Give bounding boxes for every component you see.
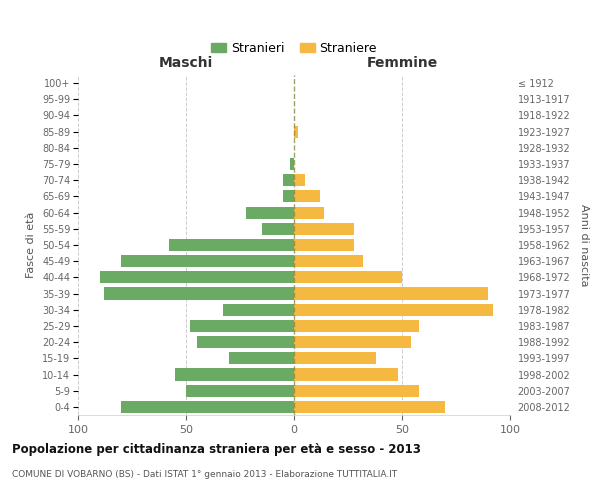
- Y-axis label: Fasce di età: Fasce di età: [26, 212, 37, 278]
- Bar: [100, 272, 294, 283]
- Bar: [283, 190, 294, 202]
- Bar: [294, 288, 488, 300]
- Bar: [229, 352, 294, 364]
- Bar: [283, 174, 294, 186]
- Bar: [169, 239, 294, 251]
- Bar: [175, 368, 294, 380]
- Bar: [294, 320, 419, 332]
- Bar: [294, 384, 419, 397]
- Bar: [121, 401, 294, 413]
- Bar: [223, 304, 294, 316]
- Bar: [186, 384, 294, 397]
- Bar: [294, 304, 493, 316]
- Bar: [290, 158, 294, 170]
- Legend: Stranieri, Straniere: Stranieri, Straniere: [206, 37, 382, 60]
- Bar: [262, 222, 294, 235]
- Bar: [294, 336, 410, 348]
- Bar: [294, 126, 298, 138]
- Text: Popolazione per cittadinanza straniera per età e sesso - 2013: Popolazione per cittadinanza straniera p…: [12, 442, 421, 456]
- Bar: [197, 336, 294, 348]
- Bar: [294, 239, 355, 251]
- Bar: [294, 206, 324, 218]
- Bar: [294, 190, 320, 202]
- Bar: [294, 174, 305, 186]
- Bar: [190, 320, 294, 332]
- Bar: [294, 368, 398, 380]
- Y-axis label: Anni di nascita: Anni di nascita: [579, 204, 589, 286]
- Bar: [294, 401, 445, 413]
- Text: COMUNE DI VOBARNO (BS) - Dati ISTAT 1° gennaio 2013 - Elaborazione TUTTITALIA.IT: COMUNE DI VOBARNO (BS) - Dati ISTAT 1° g…: [12, 470, 397, 479]
- Text: Maschi: Maschi: [159, 56, 213, 70]
- Bar: [294, 222, 355, 235]
- Bar: [247, 206, 294, 218]
- Bar: [121, 255, 294, 268]
- Bar: [294, 352, 376, 364]
- Bar: [294, 255, 363, 268]
- Text: Femmine: Femmine: [367, 56, 437, 70]
- Bar: [104, 288, 294, 300]
- Bar: [294, 272, 402, 283]
